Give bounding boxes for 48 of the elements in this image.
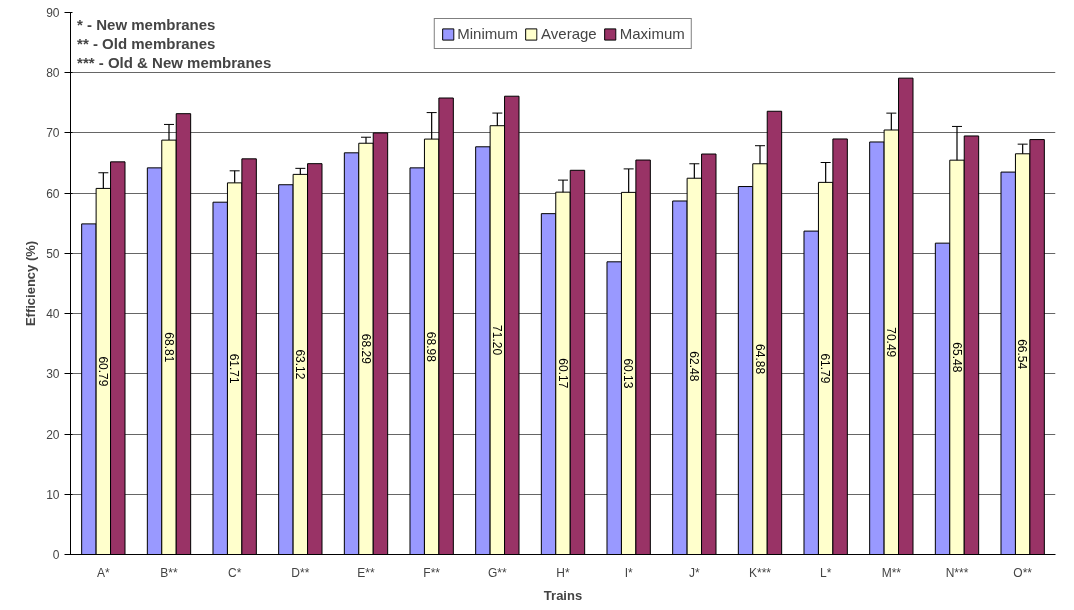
data-label: 68.98 [424,331,439,363]
y-tick-label: 20 [46,427,60,442]
data-label: 71.20 [489,325,504,356]
annotation: * - New membranes [77,15,216,33]
data-label: 66.54 [1015,339,1030,370]
x-tick-label: A* [97,565,110,580]
legend-label: Average [541,25,597,42]
x-tick-label: C* [228,565,242,580]
x-tick-label: K*** [748,565,772,580]
x-tick-label: G** [488,565,507,580]
y-axis-title: Efficiency (%) [23,240,39,327]
legend-label: Minimum [457,25,519,42]
x-tick-label: O** [1013,565,1033,580]
x-tick-label: F** [423,565,441,580]
data-label: 65.48 [949,342,964,373]
x-tick-label: D** [291,565,310,580]
annotation: ** - Old membranes [77,34,216,52]
data-label: 68.29 [358,333,373,365]
data-label: 68.81 [161,332,176,363]
x-tick-label: I* [624,565,633,580]
data-label: 61.71 [227,353,242,385]
y-tick-label: 0 [52,548,60,562]
data-label: 64.88 [752,344,767,375]
x-tick-label: L* [819,565,832,580]
y-tick-label: 10 [46,487,60,502]
y-tick-label: 60 [46,186,60,201]
data-label: 60.79 [95,356,110,387]
data-label: 61.79 [818,353,833,384]
y-tick-label: 30 [46,367,60,382]
annotation: *** - Old & New membranes [77,53,272,71]
x-axis-title: Trains [543,587,583,603]
data-label: 70.49 [883,327,898,358]
x-tick-label: J* [689,565,700,580]
x-tick-label: B** [160,565,178,580]
data-label: 60.17 [555,358,570,389]
y-tick-label: 80 [46,66,60,81]
y-tick-label: 90 [46,6,60,20]
data-label: 62.48 [686,351,701,382]
data-label: 60.13 [621,358,636,389]
x-tick-label: H* [556,565,570,580]
legend-label: Maximum [619,25,685,42]
x-tick-label: M** [881,565,902,580]
x-tick-label: N*** [945,565,969,580]
y-tick-label: 40 [46,307,60,322]
data-label: 63.12 [292,349,307,380]
x-tick-label: E** [357,565,375,580]
y-tick-label: 70 [46,126,60,141]
y-tick-label: 50 [46,246,60,261]
